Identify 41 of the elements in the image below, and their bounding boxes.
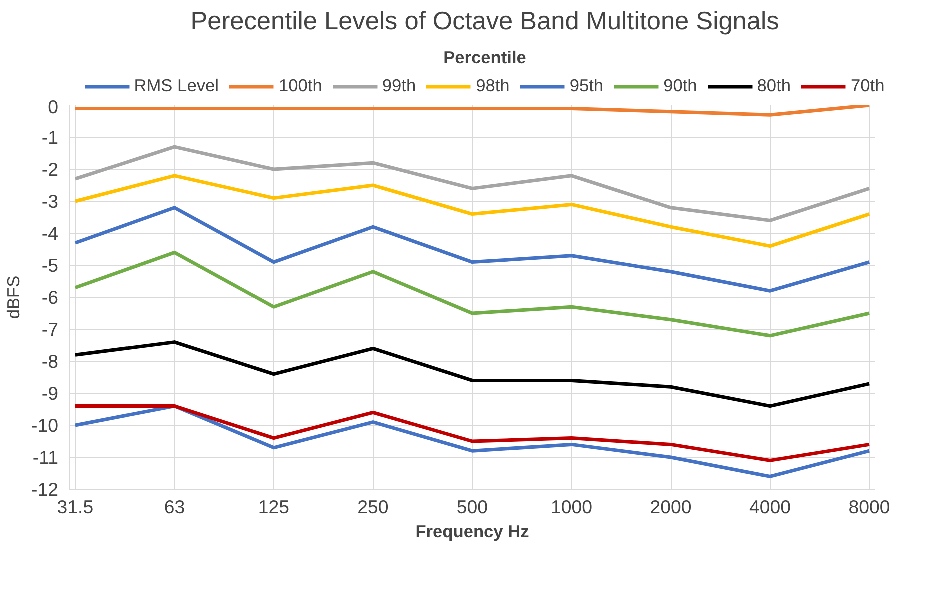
legend-label: 90th: [664, 76, 698, 96]
legend-label: 98th: [476, 76, 510, 96]
x-tick-label: 500: [456, 496, 488, 518]
y-tick-label: -10: [32, 415, 59, 436]
y-tick-label: -9: [42, 383, 59, 404]
line-series: [74, 340, 872, 408]
y-tick-label: -8: [42, 351, 59, 372]
x-tick-label: 2000: [650, 496, 692, 518]
y-tick-label: -12: [32, 479, 59, 500]
legend-label: 80th: [757, 76, 792, 96]
x-tick-label: 250: [358, 496, 389, 518]
line-series: [74, 206, 872, 293]
line-series: [74, 250, 872, 338]
legend-title: Percentile: [444, 48, 527, 68]
y-tick-label: -5: [42, 255, 59, 276]
x-tick-label: 1000: [551, 496, 593, 518]
line-series: [74, 106, 872, 117]
chart-title: Perecentile Levels of Octave Band Multitone Signals: [190, 8, 780, 36]
y-tick-label: -3: [42, 191, 59, 212]
line-series: [74, 145, 872, 222]
legend-label: 70th: [851, 76, 885, 96]
x-tick-label: 8000: [848, 496, 890, 518]
y-tick-label: -2: [42, 159, 59, 180]
legend-label: RMS Level: [134, 76, 219, 96]
y-tick-label: -11: [32, 447, 59, 468]
legend-label: 100th: [278, 76, 322, 96]
y-tick-label: -1: [42, 127, 59, 148]
x-tick-label: 125: [258, 496, 290, 518]
legend-label: 99th: [382, 76, 416, 96]
y-tick-label: -4: [42, 223, 59, 244]
y-axis-title: dBFS: [4, 276, 24, 320]
line-series: [74, 174, 872, 248]
legend-label: 95th: [570, 76, 604, 96]
y-tick-label: -6: [42, 287, 59, 308]
line-series: [74, 404, 872, 462]
x-axis-title: Frequency Hz: [416, 522, 530, 542]
y-tick-label: -7: [42, 319, 59, 340]
x-tick-label: 63: [164, 496, 186, 518]
x-tick-label: 31.5: [57, 496, 94, 518]
x-tick-label: 4000: [750, 496, 792, 518]
y-tick-label: 0: [48, 96, 59, 118]
